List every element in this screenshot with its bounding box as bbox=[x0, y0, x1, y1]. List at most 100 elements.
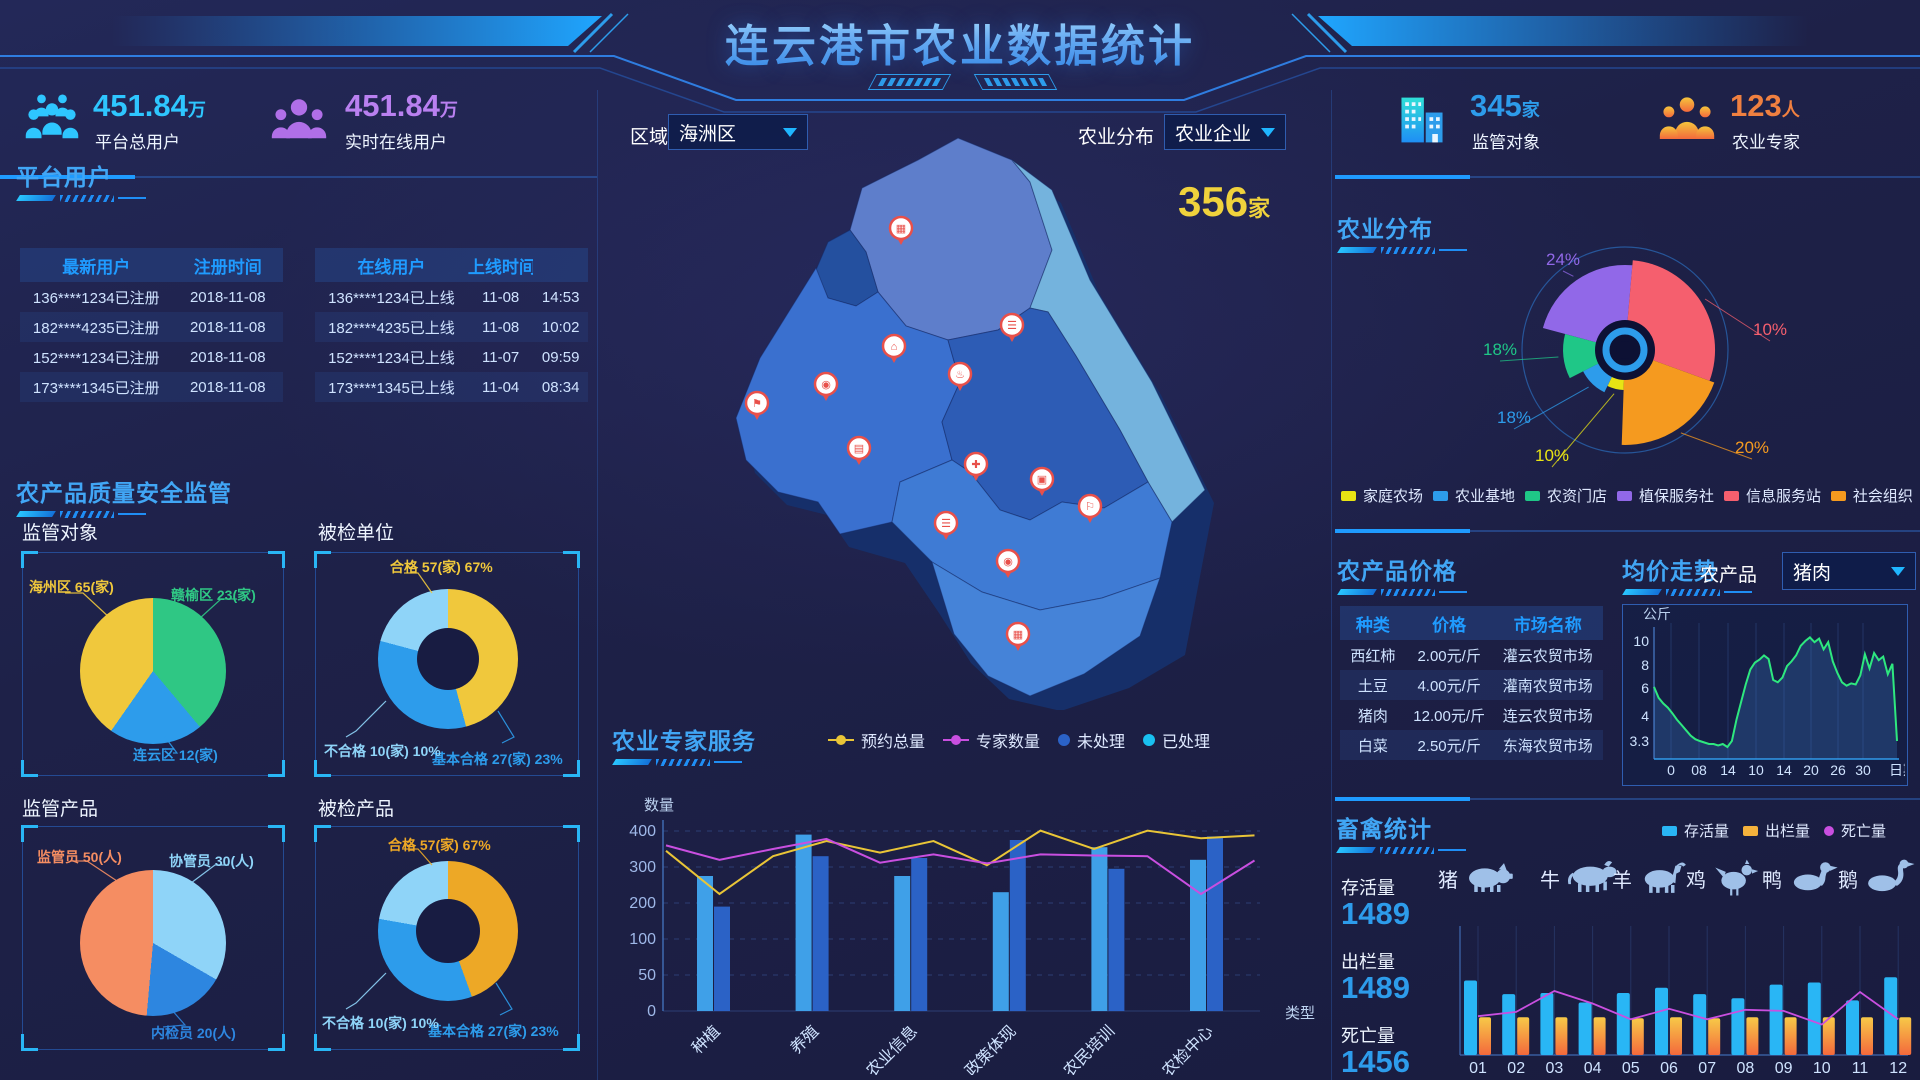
table-cell: 2.00元/斤 bbox=[1417, 647, 1481, 665]
map-pin[interactable]: ▣ bbox=[1029, 466, 1055, 496]
price-table[interactable]: 种类 价格 市场名称 西红柿 2.00元/斤 灌云农贸市场 土豆 4.00元/斤 灌南农贸市场猪… bbox=[1340, 606, 1603, 760]
svg-text:20%: 20% bbox=[1735, 438, 1769, 457]
svg-text:03: 03 bbox=[1546, 1060, 1564, 1077]
distribution-select[interactable]: 农业企业 bbox=[1164, 114, 1286, 150]
pie-slice-label: 监管员 50(人) bbox=[37, 849, 122, 865]
table-row[interactable]: 白菜 2.50元/斤 东海农贸市场 bbox=[1340, 730, 1603, 760]
expert-legend: 预约总量 专家数量 未处理 已处理 bbox=[828, 728, 1228, 752]
table-cell: 152****1234已注册 bbox=[32, 349, 160, 367]
svg-text:⚑: ⚑ bbox=[752, 398, 762, 410]
map-pin[interactable]: ⚑ bbox=[744, 390, 770, 420]
online-users-header-cell: 在线用户 bbox=[357, 257, 426, 277]
table-row[interactable]: 土豆 4.00元/斤 灌南农贸市场 bbox=[1340, 670, 1603, 700]
legend-item-出栏量[interactable]: 出栏量 bbox=[1743, 820, 1810, 841]
animal-icon bbox=[1793, 862, 1838, 891]
price-header: 种类 价格 市场名称 bbox=[1340, 606, 1603, 640]
table-row[interactable]: 182****4235已注册 2018-11-08 bbox=[20, 312, 283, 342]
pie-slice-label: 内检员 20(人) bbox=[151, 1025, 236, 1041]
animal-icon bbox=[1567, 860, 1617, 892]
map-pin[interactable]: ▦ bbox=[1005, 621, 1031, 651]
animal-label: 牛 bbox=[1540, 869, 1560, 892]
svg-text:24%: 24% bbox=[1546, 250, 1580, 269]
online-users-table[interactable]: 在线用户 上线时间 136****1234已上线 11-08 14:53 182****4… bbox=[315, 248, 588, 402]
legend-item-农资门店[interactable]: 农资门店 bbox=[1524, 485, 1607, 506]
legend-item-农业基地[interactable]: 农业基地 bbox=[1432, 485, 1515, 506]
pie-panel-inspected-products: 合格 57(家) 67% 基本合格 27(家) 23% 不合格 10(家) 10% bbox=[314, 825, 580, 1051]
svg-text:▤: ▤ bbox=[854, 443, 864, 455]
total-users-stat: 451.84万 bbox=[93, 88, 206, 123]
map-pin[interactable]: ✚ bbox=[963, 451, 989, 481]
svg-text:养殖: 养殖 bbox=[787, 1022, 822, 1057]
table-row[interactable]: 173****1345已注册 2018-11-08 bbox=[20, 372, 283, 402]
product-select[interactable]: 猪肉 bbox=[1782, 552, 1916, 590]
table-cell: 灌南农贸市场 bbox=[1502, 677, 1593, 695]
table-cell: 173****1345已上线 bbox=[328, 379, 455, 397]
realtime-users-stat: 451.84万 bbox=[345, 88, 458, 123]
pie-slice-label: 基本合格 27(家) 23% bbox=[428, 1023, 559, 1039]
animal-label: 羊 bbox=[1612, 869, 1632, 892]
table-cell: 10:02 bbox=[541, 318, 580, 336]
slaughter-value: 1489 bbox=[1341, 970, 1410, 1005]
legend-item-专家数量[interactable]: 专家数量 bbox=[943, 728, 1040, 752]
rose-slice-社会组织[interactable] bbox=[1621, 350, 1715, 445]
legend-item-死亡量[interactable]: 死亡量 bbox=[1824, 820, 1886, 841]
livestock-section-title: 畜禽统计 bbox=[1336, 816, 1432, 842]
map-pin[interactable]: ⌂ bbox=[881, 333, 907, 363]
map-pin[interactable]: ♨ bbox=[947, 361, 973, 391]
svg-text:⚐: ⚐ bbox=[1085, 501, 1095, 513]
animal-item-羊[interactable]: 羊 bbox=[1612, 858, 1692, 898]
latest-users-table[interactable]: 最新用户 注册时间 136****1234已注册 2018-11-08 182****4… bbox=[20, 248, 283, 402]
legend-item-社会组织[interactable]: 社会组织 bbox=[1830, 485, 1913, 506]
legend-item-存活量[interactable]: 存活量 bbox=[1662, 820, 1729, 841]
table-cell: 2018-11-08 bbox=[189, 288, 266, 306]
table-row[interactable]: 152****1234已上线 11-07 09:59 bbox=[315, 342, 588, 372]
animal-item-猪[interactable]: 猪 bbox=[1438, 858, 1518, 898]
legend-item-家庭农场[interactable]: 家庭农场 bbox=[1341, 485, 1423, 506]
legend-item-信息服务站[interactable]: 信息服务站 bbox=[1723, 485, 1821, 506]
pie-slice-label: 协管员 30(人) bbox=[169, 853, 254, 869]
pie-title-supervise-objects: 监管对象 bbox=[22, 523, 99, 544]
legend-item-未处理[interactable]: 未处理 bbox=[1058, 728, 1125, 752]
city-map[interactable]: ▦ ☰ ⌂ ♨ ◉ ⚑ ▤ ✚ ▣ ⚐ ☰ ◉ ▦ bbox=[700, 130, 1340, 710]
animal-item-牛[interactable]: 牛 bbox=[1540, 858, 1620, 898]
animal-item-鸡[interactable]: 鸡 bbox=[1686, 858, 1766, 898]
svg-text:▣: ▣ bbox=[1037, 474, 1047, 486]
table-row[interactable]: 西红柿 2.00元/斤 灌云农贸市场 bbox=[1340, 640, 1603, 670]
pie-slice-label: 连云区 12(家) bbox=[133, 747, 218, 763]
svg-text:18%: 18% bbox=[1497, 408, 1531, 427]
experts-count-label: 农业专家 bbox=[1732, 133, 1800, 152]
svg-text:18%: 18% bbox=[1483, 340, 1517, 359]
legend-item-已处理[interactable]: 已处理 bbox=[1143, 728, 1210, 752]
table-row[interactable]: 136****1234已上线 11-08 14:53 bbox=[315, 282, 588, 312]
table-row[interactable]: 猪肉 12.00元/斤 连云农贸市场 bbox=[1340, 700, 1603, 730]
map-pin[interactable]: ▤ bbox=[846, 435, 872, 465]
legend-item-植保服务社[interactable]: 植保服务社 bbox=[1616, 485, 1714, 506]
map-pin[interactable]: ▦ bbox=[888, 215, 914, 245]
table-row[interactable]: 173****1345已上线 11-04 08:34 bbox=[315, 372, 588, 402]
rose-slice-农资门店[interactable] bbox=[1563, 334, 1625, 379]
pie-panel-inspected-units: 合格 57(家) 67% 基本合格 27(家) 23% 不合格 10(家) 10% bbox=[314, 551, 580, 777]
map-pin[interactable]: ⚐ bbox=[1077, 493, 1103, 523]
supervised-count-label: 监管对象 bbox=[1472, 133, 1540, 152]
legend-item-预约总量[interactable]: 预约总量 bbox=[828, 728, 925, 752]
pie-title-inspected-products: 被检产品 bbox=[318, 799, 395, 820]
map-pin[interactable]: ☰ bbox=[999, 312, 1025, 342]
map-count: 356家 bbox=[1178, 178, 1271, 225]
animal-item-鸭[interactable]: 鸭 bbox=[1762, 858, 1842, 898]
online-users-icon bbox=[271, 99, 327, 139]
map-pin[interactable]: ☰ bbox=[933, 510, 959, 540]
trend-section-title: 均价走势 bbox=[1622, 558, 1718, 584]
pie-slice-label: 海州区 65(家) bbox=[29, 579, 114, 595]
region-select[interactable]: 海洲区 bbox=[668, 114, 808, 150]
animal-item-鹅[interactable]: 鹅 bbox=[1838, 858, 1918, 898]
map-pin[interactable]: ◉ bbox=[995, 548, 1021, 578]
table-row[interactable]: 182****4235已上线 11-08 10:02 bbox=[315, 312, 588, 342]
table-row[interactable]: 152****1234已注册 2018-11-08 bbox=[20, 342, 283, 372]
table-row[interactable]: 136****1234已注册 2018-11-08 bbox=[20, 282, 283, 312]
map-pin[interactable]: ◉ bbox=[813, 371, 839, 401]
table-cell: 西红柿 bbox=[1350, 647, 1396, 665]
svg-text:农业信息: 农业信息 bbox=[863, 1022, 921, 1075]
animal-label: 猪 bbox=[1438, 869, 1458, 892]
svg-text:14: 14 bbox=[1720, 762, 1736, 778]
table-cell: 173****1345已注册 bbox=[32, 379, 160, 397]
